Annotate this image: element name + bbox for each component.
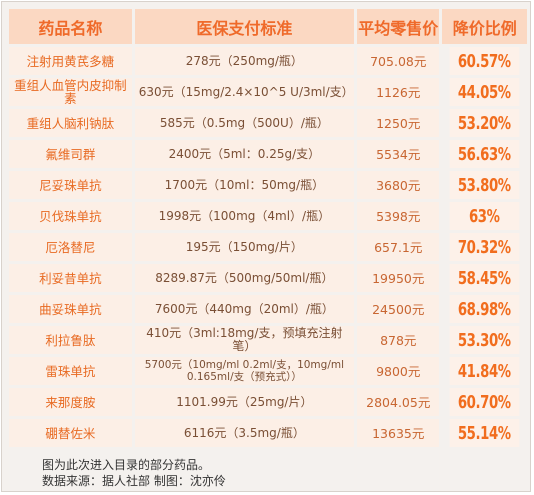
table-row: 重组人血管内皮抑制素 630元（15mg/2.4×10^5 U/3ml/支） 1… (9, 78, 527, 106)
drug-name: 雷珠单抗 (9, 357, 132, 385)
insurance-standard: 6116元（3.5mg/瓶） (134, 419, 354, 447)
caption-source-credit: 数据来源：据人社部 制图：沈亦伶 (42, 474, 226, 488)
insurance-standard: 7600元（440mg（20ml）/瓶） (134, 295, 354, 323)
insurance-standard: 410元（3ml:18mg/支，预填充注射笔） (134, 326, 354, 354)
average-retail-price: 1126元 (357, 78, 440, 106)
average-retail-price: 9800元 (357, 357, 440, 385)
price-cut-ratio: 70.32% (450, 233, 520, 261)
drug-name: 贝伐珠单抗 (9, 202, 132, 230)
average-retail-price: 5398元 (357, 202, 440, 230)
average-retail-price: 657.1元 (357, 233, 440, 261)
price-cut-ratio: 68.98% (450, 295, 520, 323)
drug-name: 硼替佐米 (9, 419, 132, 447)
header-drug-name: 药品名称 (9, 9, 132, 44)
drug-name: 注射用黄芪多糖 (9, 47, 132, 75)
insurance-standard: 585元（0.5mg（500U）/瓶） (134, 109, 354, 137)
table-row: 利妥昔单抗 8289.87元（500mg/50ml/瓶） 19950元 58.4… (9, 264, 527, 292)
insurance-standard: 195元（150mg/片） (134, 233, 354, 261)
insurance-standard: 1998元（100mg（4ml）/瓶） (134, 202, 354, 230)
header-price-cut-ratio: 降价比例 (442, 9, 527, 44)
insurance-standard: 2400元（5ml：0.25g/支） (134, 140, 354, 168)
table-row: 利拉鲁肽 410元（3ml:18mg/支，预填充注射笔） 878元 53.30% (9, 326, 527, 354)
drug-name: 来那度胺 (9, 388, 132, 416)
price-cut-ratio: 41.84% (450, 357, 520, 385)
drug-name: 重组人血管内皮抑制素 (9, 78, 132, 106)
table-row: 贝伐珠单抗 1998元（100mg（4ml）/瓶） 5398元 63% (9, 202, 527, 230)
table-row: 硼替佐米 6116元（3.5mg/瓶） 13635元 55.14% (9, 419, 527, 447)
caption-description: 图为此次进入目录的部分药品。 (42, 458, 211, 472)
insurance-standard: 8289.87元（500mg/50ml/瓶） (134, 264, 354, 292)
figure-caption: 图为此次进入目录的部分药品。 数据来源：据人社部 制图：沈亦伶 (42, 457, 226, 489)
insurance-standard: 5700元（10mg/ml 0.2ml/支，10mg/ml 0.165ml/支（… (134, 357, 354, 385)
price-cut-ratio: 53.80% (450, 171, 520, 199)
table-row: 厄洛替尼 195元（150mg/片） 657.1元 70.32% (9, 233, 527, 261)
price-cut-ratio: 55.14% (450, 419, 520, 447)
average-retail-price: 3680元 (357, 171, 440, 199)
price-cut-ratio: 56.63% (450, 140, 520, 168)
table-row: 尼妥珠单抗 1700元（10ml：50mg/瓶） 3680元 53.80% (9, 171, 527, 199)
drug-name: 氟维司群 (9, 140, 132, 168)
average-retail-price: 24500元 (357, 295, 440, 323)
table-row: 注射用黄芪多糖 278元（250mg/瓶） 705.08元 60.57% (9, 47, 527, 75)
price-cut-ratio: 58.45% (450, 264, 520, 292)
price-cut-ratio: 53.20% (450, 109, 520, 137)
insurance-standard: 1101.99元（25mg/片） (134, 388, 354, 416)
average-retail-price: 5534元 (357, 140, 440, 168)
table-row: 来那度胺 1101.99元（25mg/片） 2804.05元 60.70% (9, 388, 527, 416)
table-row: 曲妥珠单抗 7600元（440mg（20ml）/瓶） 24500元 68.98% (9, 295, 527, 323)
drug-name: 重组人脑利钠肽 (9, 109, 132, 137)
price-cut-ratio: 53.30% (450, 326, 520, 354)
average-retail-price: 878元 (357, 326, 440, 354)
average-retail-price: 705.08元 (357, 47, 440, 75)
table-header-row: 药品名称 医保支付标准 平均零售价 降价比例 (9, 9, 527, 44)
drug-name: 利拉鲁肽 (9, 326, 132, 354)
average-retail-price: 13635元 (357, 419, 440, 447)
average-retail-price: 1250元 (357, 109, 440, 137)
drug-name: 厄洛替尼 (9, 233, 132, 261)
table-row: 氟维司群 2400元（5ml：0.25g/支） 5534元 56.63% (9, 140, 527, 168)
table-row: 雷珠单抗 5700元（10mg/ml 0.2ml/支，10mg/ml 0.165… (9, 357, 527, 385)
drug-name: 尼妥珠单抗 (9, 171, 132, 199)
header-insurance-standard: 医保支付标准 (134, 9, 354, 44)
average-retail-price: 19950元 (357, 264, 440, 292)
price-cut-ratio: 60.70% (450, 388, 520, 416)
insurance-standard: 278元（250mg/瓶） (134, 47, 354, 75)
insurance-standard: 630元（15mg/2.4×10^5 U/3ml/支） (134, 78, 354, 106)
header-average-retail-price: 平均零售价 (357, 9, 440, 44)
drug-name: 曲妥珠单抗 (9, 295, 132, 323)
average-retail-price: 2804.05元 (357, 388, 440, 416)
drug-price-table: 药品名称 医保支付标准 平均零售价 降价比例 注射用黄芪多糖 278元（250m… (6, 6, 530, 450)
drug-name: 利妥昔单抗 (9, 264, 132, 292)
price-cut-ratio: 63% (450, 202, 520, 230)
price-cut-ratio: 44.05% (450, 78, 520, 106)
insurance-standard: 1700元（10ml：50mg/瓶） (134, 171, 354, 199)
table-row: 重组人脑利钠肽 585元（0.5mg（500U）/瓶） 1250元 53.20% (9, 109, 527, 137)
price-cut-ratio: 60.57% (450, 47, 520, 75)
